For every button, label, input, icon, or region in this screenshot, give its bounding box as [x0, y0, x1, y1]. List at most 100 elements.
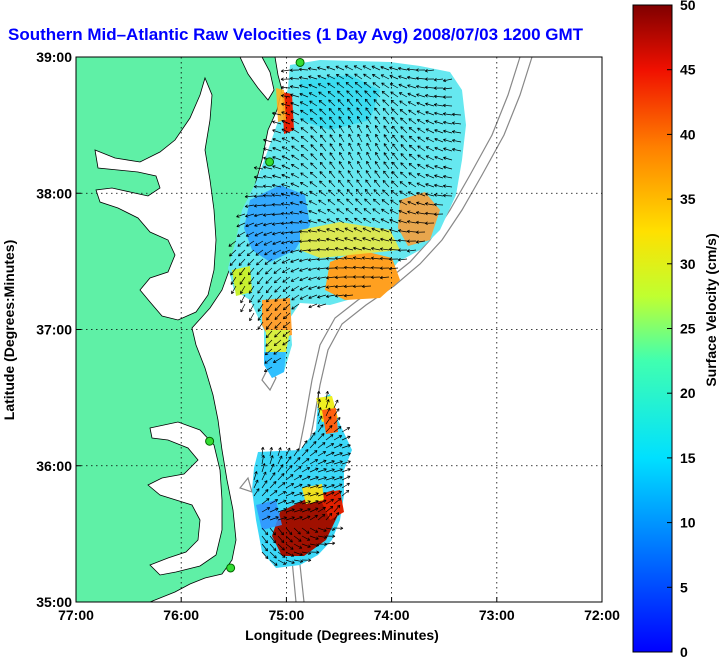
- velocity-arrow: [272, 240, 282, 246]
- velocity-arrow: [293, 466, 302, 473]
- velocity-arrow: [415, 68, 426, 72]
- velocity-arrow: [310, 153, 318, 161]
- velocity-arrow: [338, 116, 345, 125]
- velocity-arrow: [425, 102, 435, 107]
- velocity-arrow: [400, 117, 408, 125]
- velocity-arrow: [353, 246, 363, 251]
- velocity-arrow: [365, 116, 372, 125]
- velocity-arrow: [398, 200, 408, 206]
- velocity-arrow: [381, 82, 390, 89]
- velocity-arrow: [309, 432, 316, 441]
- velocity-arrow: [300, 153, 309, 161]
- velocity-arrow: [383, 143, 390, 152]
- velocity-arrow: [318, 199, 327, 206]
- velocity-arrow: [327, 199, 336, 206]
- velocity-arrow: [317, 433, 325, 441]
- velocity-arrow: [408, 144, 417, 152]
- velocity-arrow: [248, 276, 255, 285]
- velocity-arrow: [308, 83, 318, 89]
- velocity-arrow: [361, 265, 372, 270]
- velocity-arrow: [254, 231, 264, 237]
- velocity-arrow: [408, 135, 417, 143]
- velocity-arrow: [281, 111, 291, 116]
- velocity-arrow: [354, 217, 363, 224]
- velocity-arrow: [281, 164, 291, 170]
- x-axis-label: Longitude (Degrees:Minutes): [245, 627, 439, 643]
- velocity-arrow: [353, 237, 363, 242]
- velocity-arrow: [345, 73, 354, 80]
- velocity-arrow: [319, 171, 327, 179]
- velocity-arrow: [316, 276, 327, 280]
- velocity-arrow: [333, 504, 341, 513]
- velocity-arrow: [269, 535, 276, 544]
- velocity-arrow: [245, 222, 255, 228]
- velocity-arrow: [253, 213, 264, 218]
- velocity-arrow: [363, 208, 372, 215]
- velocity-arrow: [265, 285, 273, 294]
- velocity-arrow: [281, 128, 291, 134]
- velocity-arrow: [269, 559, 278, 566]
- velocity-arrow: [317, 513, 326, 521]
- velocity-arrow: [290, 267, 300, 273]
- velocity-arrow: [389, 209, 399, 215]
- velocity-arrow: [327, 208, 336, 215]
- velocity-arrow: [338, 125, 345, 134]
- velocity-arrow: [301, 500, 311, 505]
- velocity-arrow: [442, 184, 453, 188]
- velocity-arrow: [383, 116, 390, 125]
- velocity-arrow: [272, 147, 282, 152]
- velocity-arrow: [269, 446, 273, 457]
- velocity-arrow: [341, 468, 351, 473]
- velocity-arrow: [309, 117, 318, 125]
- velocity-arrow: [391, 116, 399, 125]
- velocity-arrow: [264, 348, 273, 356]
- velocity-arrow: [443, 138, 453, 143]
- velocity-arrow: [363, 81, 372, 89]
- velocity-arrow: [261, 463, 266, 473]
- velocity-arrow: [317, 209, 327, 215]
- velocity-arrow: [299, 210, 309, 215]
- velocity-arrow: [285, 508, 295, 513]
- velocity-arrow: [317, 492, 327, 497]
- velocity-arrow: [327, 91, 336, 98]
- velocity-arrow: [272, 111, 282, 116]
- velocity-arrow: [309, 459, 319, 465]
- velocity-arrow: [382, 189, 390, 197]
- velocity-arrow: [370, 266, 381, 270]
- velocity-arrow: [285, 543, 294, 550]
- velocity-arrow: [301, 527, 310, 534]
- velocity-arrow: [309, 450, 318, 457]
- velocity-arrow: [246, 240, 255, 247]
- colorbar-tick-label: 5: [680, 579, 688, 595]
- velocity-arrow: [379, 247, 390, 251]
- velocity-arrow: [301, 515, 311, 521]
- velocity-arrow: [329, 134, 336, 143]
- velocity-patch-south-core-dark: [272, 490, 338, 556]
- velocity-arrow: [285, 535, 293, 543]
- velocity-arrow: [383, 152, 390, 161]
- velocity-arrow: [280, 202, 291, 206]
- velocity-arrow: [273, 258, 282, 265]
- velocity-arrow: [265, 267, 273, 275]
- velocity-arrow: [383, 125, 390, 134]
- velocity-arrow: [354, 73, 363, 80]
- velocity-arrow: [333, 468, 343, 473]
- velocity-arrow: [285, 516, 295, 521]
- velocity-arrow: [300, 127, 309, 134]
- velocity-arrow: [280, 231, 291, 235]
- velocity-patch-south-coast-blue: [256, 500, 282, 530]
- velocity-arrow: [451, 112, 462, 117]
- velocity-arrow: [249, 303, 255, 313]
- velocity-arrow: [434, 111, 444, 116]
- velocity-arrow: [345, 217, 354, 224]
- velocity-arrow: [417, 145, 426, 152]
- velocity-arrow: [408, 172, 417, 179]
- velocity-arrow: [285, 456, 292, 465]
- velocity-arrow: [317, 228, 327, 233]
- velocity-arrow: [406, 229, 417, 234]
- velocity-arrow: [290, 276, 300, 282]
- velocity-arrow: [325, 505, 334, 513]
- velocity-arrow: [391, 171, 399, 179]
- velocity-arrow: [253, 184, 264, 189]
